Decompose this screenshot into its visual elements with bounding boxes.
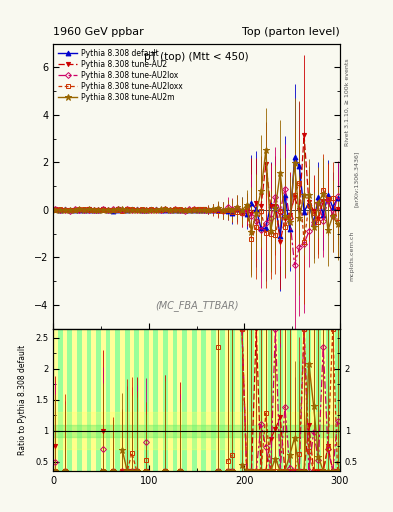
Text: pT (top) (Mtt < 450): pT (top) (Mtt < 450): [144, 52, 249, 62]
Legend: Pythia 8.308 default, Pythia 8.308 tune-AU2, Pythia 8.308 tune-AU2lox, Pythia 8.: Pythia 8.308 default, Pythia 8.308 tune-…: [57, 47, 185, 103]
Bar: [177, 329, 182, 471]
Bar: [173, 329, 177, 471]
Bar: [187, 329, 192, 471]
Text: [arXiv:1306.3436]: [arXiv:1306.3436]: [354, 151, 359, 207]
Bar: [53, 412, 340, 450]
Bar: [82, 329, 86, 471]
Bar: [196, 329, 201, 471]
Bar: [225, 329, 230, 471]
Text: Rivet 3.1.10, ≥ 100k events: Rivet 3.1.10, ≥ 100k events: [345, 58, 350, 146]
Bar: [321, 329, 326, 471]
Bar: [62, 329, 68, 471]
Bar: [149, 329, 153, 471]
Bar: [77, 329, 82, 471]
Bar: [326, 329, 331, 471]
Bar: [68, 329, 72, 471]
Bar: [125, 329, 130, 471]
Bar: [216, 329, 220, 471]
Bar: [335, 329, 340, 471]
Bar: [110, 329, 115, 471]
Bar: [53, 329, 58, 471]
Bar: [244, 329, 249, 471]
Bar: [268, 329, 273, 471]
Bar: [307, 329, 311, 471]
Bar: [163, 329, 168, 471]
Bar: [220, 329, 225, 471]
Bar: [168, 329, 173, 471]
Bar: [283, 329, 287, 471]
Bar: [259, 329, 263, 471]
Bar: [106, 329, 110, 471]
Bar: [292, 329, 297, 471]
Bar: [211, 329, 216, 471]
Text: 1960 GeV ppbar: 1960 GeV ppbar: [53, 27, 144, 37]
Bar: [101, 329, 106, 471]
Bar: [240, 329, 244, 471]
Text: mcplots.cern.ch: mcplots.cern.ch: [349, 231, 354, 281]
Bar: [297, 329, 302, 471]
Bar: [130, 329, 134, 471]
Y-axis label: Ratio to Pythia 8.308 default: Ratio to Pythia 8.308 default: [18, 345, 27, 455]
Bar: [302, 329, 307, 471]
Bar: [249, 329, 254, 471]
Bar: [206, 329, 211, 471]
Bar: [96, 329, 101, 471]
Bar: [91, 329, 96, 471]
Bar: [273, 329, 278, 471]
Bar: [58, 329, 62, 471]
Bar: [263, 329, 268, 471]
Bar: [201, 329, 206, 471]
Bar: [311, 329, 316, 471]
Bar: [139, 329, 144, 471]
Bar: [331, 329, 335, 471]
Bar: [120, 329, 125, 471]
Bar: [278, 329, 283, 471]
Bar: [230, 329, 235, 471]
Bar: [134, 329, 139, 471]
Bar: [158, 329, 163, 471]
Bar: [86, 329, 91, 471]
Bar: [316, 329, 321, 471]
Text: Top (parton level): Top (parton level): [242, 27, 340, 37]
Bar: [72, 329, 77, 471]
Bar: [235, 329, 240, 471]
Bar: [153, 329, 158, 471]
Bar: [192, 329, 196, 471]
Bar: [287, 329, 292, 471]
Bar: [144, 329, 149, 471]
Text: (MC_FBA_TTBAR): (MC_FBA_TTBAR): [155, 301, 238, 311]
Bar: [115, 329, 120, 471]
Bar: [182, 329, 187, 471]
Bar: [53, 424, 340, 437]
Bar: [254, 329, 259, 471]
